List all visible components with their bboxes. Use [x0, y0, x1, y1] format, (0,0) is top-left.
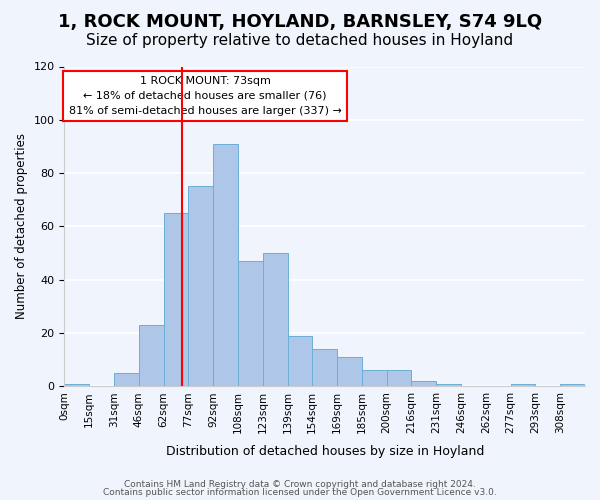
Text: 1, ROCK MOUNT, HOYLAND, BARNSLEY, S74 9LQ: 1, ROCK MOUNT, HOYLAND, BARNSLEY, S74 9L… — [58, 12, 542, 30]
Bar — [114, 373, 139, 386]
Text: Contains public sector information licensed under the Open Government Licence v3: Contains public sector information licen… — [103, 488, 497, 497]
Bar — [238, 261, 263, 386]
Bar — [164, 213, 188, 386]
Text: Size of property relative to detached houses in Hoyland: Size of property relative to detached ho… — [86, 32, 514, 48]
Bar — [386, 370, 412, 386]
Y-axis label: Number of detached properties: Number of detached properties — [15, 134, 28, 320]
X-axis label: Distribution of detached houses by size in Hoyland: Distribution of detached houses by size … — [166, 444, 484, 458]
Bar — [412, 381, 436, 386]
Bar — [511, 384, 535, 386]
Bar — [362, 370, 386, 386]
Bar — [436, 384, 461, 386]
Bar — [287, 336, 313, 386]
Bar — [263, 253, 287, 386]
Bar — [313, 349, 337, 387]
Text: 1 ROCK MOUNT: 73sqm
← 18% of detached houses are smaller (76)
81% of semi-detach: 1 ROCK MOUNT: 73sqm ← 18% of detached ho… — [68, 76, 341, 116]
Bar — [337, 357, 362, 386]
Bar — [213, 144, 238, 386]
Text: Contains HM Land Registry data © Crown copyright and database right 2024.: Contains HM Land Registry data © Crown c… — [124, 480, 476, 489]
Bar — [64, 384, 89, 386]
Bar — [139, 325, 164, 386]
Bar — [560, 384, 585, 386]
Bar — [188, 186, 213, 386]
